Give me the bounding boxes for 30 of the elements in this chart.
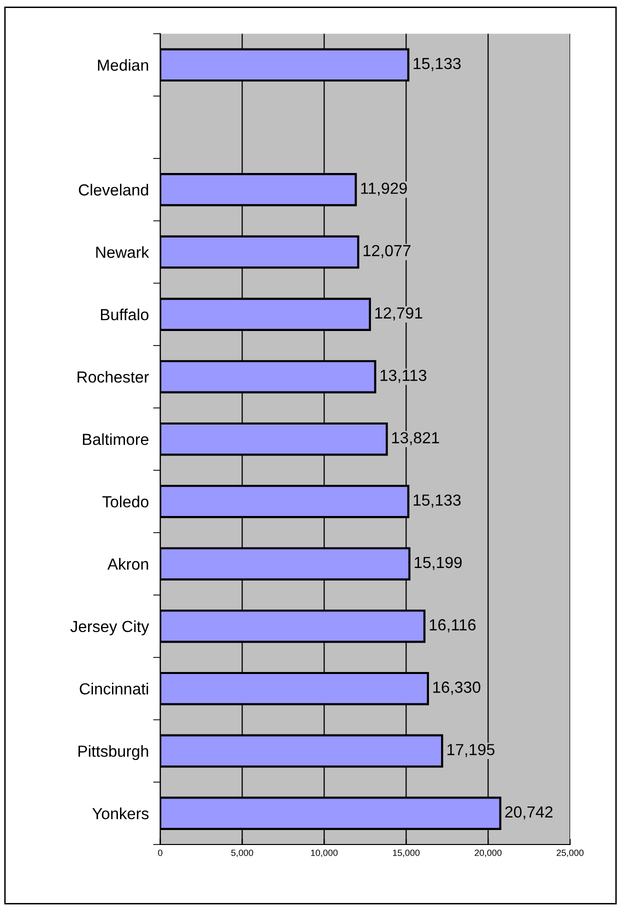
y-tick-label: Cincinnati — [80, 682, 148, 695]
data-label: 16,116 — [430, 619, 476, 632]
data-label: 13,113 — [380, 370, 426, 383]
data-label: 12,077 — [364, 244, 410, 258]
data-label: 12,791 — [375, 307, 422, 321]
y-tick-label: Rochester — [78, 370, 149, 383]
y-tick-label: Newark — [96, 246, 150, 258]
y-tick-label: Akron — [107, 558, 148, 570]
y-tick-label: Median — [98, 59, 148, 71]
y-tick-label: Pittsburgh — [78, 745, 148, 760]
x-tick-label: 0 — [158, 850, 162, 856]
y-tick-label: Cleveland — [78, 184, 148, 196]
data-label: 15,133 — [414, 494, 461, 508]
y-tick-label: Yonkers — [92, 808, 149, 820]
data-label: 20,742 — [505, 806, 552, 820]
data-label: 11,929 — [361, 182, 407, 196]
data-label: 16,330 — [433, 682, 480, 695]
x-tick-label: 5,000 — [231, 850, 254, 858]
x-tick-label: 15,000 — [393, 850, 420, 858]
y-tick-label: Baltimore — [82, 433, 148, 446]
x-tick-label: 10,000 — [311, 850, 338, 858]
data-label: 13,821 — [392, 432, 440, 446]
data-label: 15,133 — [414, 58, 461, 72]
x-tick-label: 20,000 — [474, 850, 502, 858]
y-tick-label: Buffalo — [100, 308, 148, 320]
y-tick-label: Jersey City — [70, 620, 150, 636]
data-label: 17,195 — [448, 744, 494, 758]
data-label: 15,199 — [414, 556, 462, 570]
y-tick-label: Toledo — [102, 496, 148, 508]
x-tick-label: 25,000 — [556, 850, 584, 858]
